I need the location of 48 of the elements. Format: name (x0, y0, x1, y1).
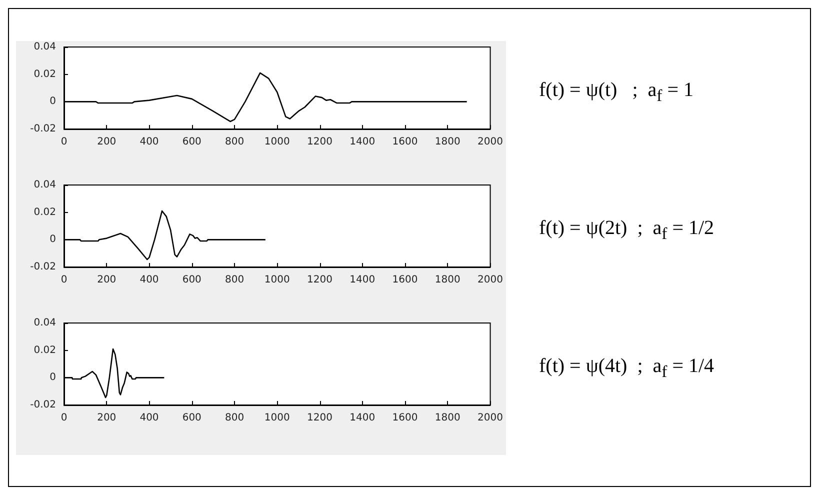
x-tick-label: 800 (224, 136, 244, 148)
y-tick-label: 0.04 (34, 318, 56, 328)
x-tick-label: 1800 (434, 274, 460, 286)
y-tick-label: -0.02 (30, 262, 56, 272)
x-tick-label: 1400 (350, 274, 376, 286)
x-tick-label: 1200 (307, 274, 332, 286)
y-tick-label: 0.02 (34, 206, 56, 218)
x-tick-label: 800 (224, 412, 244, 424)
y-tick-label: 0.02 (34, 344, 56, 356)
x-tick-label: 1400 (350, 136, 376, 148)
x-tick-label: 600 (182, 274, 202, 286)
x-tick-label: 1600 (392, 412, 418, 424)
x-tick-label: 400 (140, 274, 159, 286)
x-tick-label: 600 (182, 136, 202, 148)
x-tick-label: 0 (60, 412, 68, 424)
y-tick-label: -0.02 (30, 124, 56, 134)
x-tick-label: 1200 (307, 412, 332, 424)
y-tick-label: 0.04 (34, 42, 56, 52)
x-tick-label: 1200 (307, 136, 332, 148)
x-tick-label: 1600 (392, 136, 418, 148)
x-tick-label: 1000 (264, 412, 290, 424)
x-tick-label: 1000 (264, 274, 290, 286)
x-tick-label: 2000 (478, 412, 503, 424)
x-tick-label: 1400 (350, 412, 376, 424)
y-tick-label: -0.02 (30, 400, 56, 410)
x-tick-label: 800 (224, 274, 244, 286)
x-tick-label: 400 (140, 412, 159, 424)
text: f(t) = ψ(t) ; a$_{f}$ = 1 (539, 79, 694, 106)
y-tick-label: 0.04 (34, 180, 56, 190)
x-tick-label: 2000 (478, 274, 503, 286)
x-tick-label: 0 (60, 274, 68, 286)
y-tick-label: 0 (50, 372, 56, 384)
text: f(t) = ψ(4t) ; a$_{f}$ = 1/4 (539, 355, 716, 382)
y-tick-label: 0 (50, 96, 56, 108)
x-tick-label: 1800 (434, 136, 460, 148)
x-tick-label: 600 (182, 412, 202, 424)
x-tick-label: 1000 (264, 136, 290, 148)
text: f(t) = ψ(2t) ; a$_{f}$ = 1/2 (539, 217, 716, 244)
y-tick-label: 0 (50, 234, 56, 246)
x-tick-label: 1800 (434, 412, 460, 424)
x-tick-label: 2000 (478, 136, 503, 148)
y-tick-label: 0.02 (34, 68, 56, 80)
x-tick-label: 400 (140, 136, 159, 148)
x-tick-label: 0 (60, 136, 68, 148)
x-tick-label: 1600 (392, 274, 418, 286)
x-tick-label: 200 (97, 412, 116, 424)
x-tick-label: 200 (97, 136, 116, 148)
x-tick-label: 200 (97, 274, 116, 286)
